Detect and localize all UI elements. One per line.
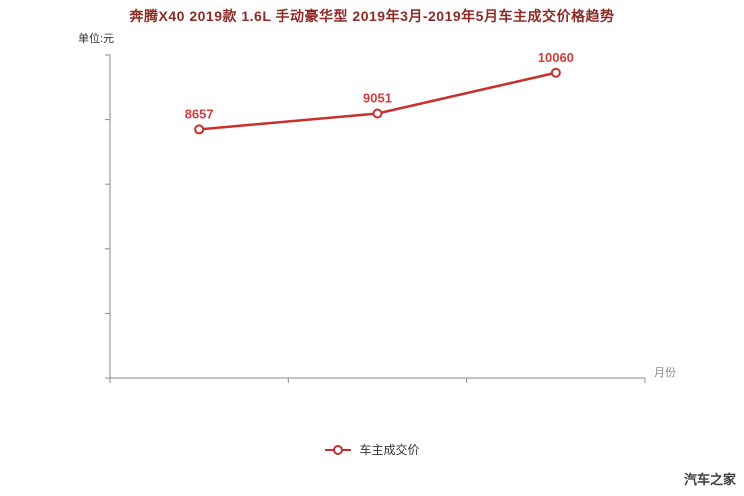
data-point[interactable] xyxy=(194,124,205,135)
data-point[interactable] xyxy=(372,108,383,119)
y-axis-unit-label: 单位:元 xyxy=(78,33,115,45)
legend-line-marker-icon xyxy=(325,444,352,455)
legend-label: 车主成交价 xyxy=(359,443,420,457)
watermark-logo: 汽车之家 xyxy=(683,472,736,487)
data-point-label: 9051 xyxy=(363,91,392,106)
data-point-label: 10060 xyxy=(538,50,574,65)
legend-item[interactable]: 车主成交价 xyxy=(0,441,744,458)
data-point-label: 8657 xyxy=(185,106,214,121)
x-axis-label: 月份 xyxy=(654,367,676,379)
chart-title: 奔腾X40 2019款 1.6L 手动豪华型 2019年3月-2019年5月车主… xyxy=(129,8,615,24)
data-point[interactable] xyxy=(550,67,561,78)
